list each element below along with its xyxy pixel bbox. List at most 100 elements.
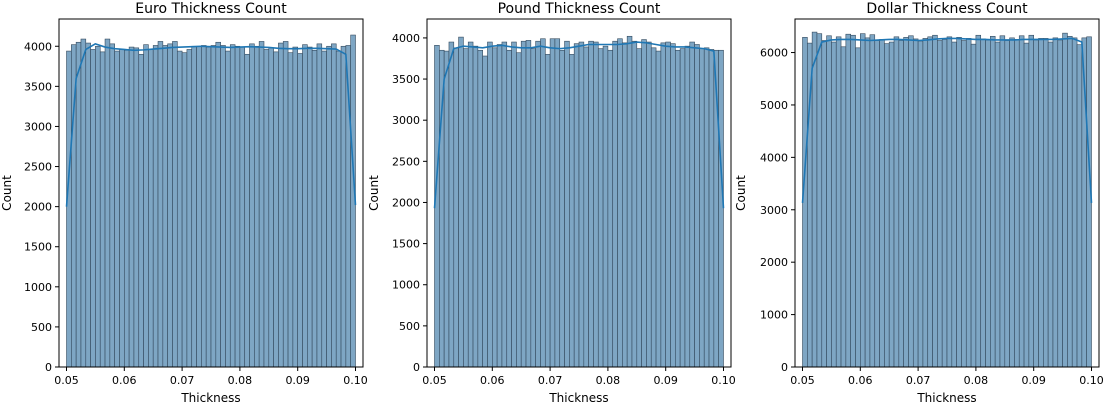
x-axis-label: Thickness bbox=[180, 391, 240, 403]
y-tick-label: 1000 bbox=[392, 279, 420, 292]
y-tick-label: 4000 bbox=[24, 40, 52, 53]
y-tick-label: 0 bbox=[781, 361, 788, 374]
histogram-bar bbox=[95, 45, 101, 368]
histogram-bar bbox=[496, 44, 503, 368]
histogram-bar bbox=[340, 45, 347, 368]
x-tick-label: 0.06 bbox=[112, 374, 137, 387]
y-axis-label: Count bbox=[0, 175, 14, 211]
y-axis-ticks: 0 500 1000 1500 2000 2500 3000 3500 4000 bbox=[24, 40, 59, 374]
histogram-bar bbox=[297, 53, 303, 368]
histogram-bar bbox=[617, 38, 623, 368]
y-tick-label: 1500 bbox=[24, 241, 52, 254]
x-axis-label: Thickness bbox=[916, 391, 976, 403]
histogram-bar bbox=[1004, 40, 1010, 368]
histogram-bar bbox=[66, 50, 72, 368]
histogram-bar bbox=[181, 52, 188, 368]
histogram-bar bbox=[898, 40, 904, 368]
histogram-bar bbox=[850, 34, 856, 368]
histogram-bar bbox=[985, 39, 991, 368]
y-tick-label: 2000 bbox=[24, 201, 52, 214]
histogram-bar bbox=[215, 41, 221, 368]
histogram-bar bbox=[999, 35, 1006, 368]
x-tick-label: 0.09 bbox=[653, 374, 678, 387]
histogram-bar bbox=[607, 49, 614, 368]
histogram-bar bbox=[244, 53, 250, 368]
histogram-bar bbox=[167, 43, 173, 368]
histogram-bar bbox=[602, 45, 609, 368]
histogram-bar bbox=[1071, 37, 1078, 368]
y-tick-label: 6000 bbox=[760, 47, 788, 60]
histogram-bar bbox=[840, 46, 847, 368]
histogram-bar bbox=[172, 41, 178, 368]
x-axis-ticks: 0.05 0.06 0.07 0.08 0.09 0.10 bbox=[422, 367, 736, 387]
x-axis-label: Thickness bbox=[548, 391, 608, 403]
histogram-bar bbox=[492, 47, 498, 368]
histogram-bar bbox=[708, 49, 715, 368]
x-axis-ticks: 0.05 0.06 0.07 0.08 0.09 0.10 bbox=[790, 367, 1103, 387]
histogram-bar bbox=[443, 50, 450, 368]
histogram-bar bbox=[961, 40, 967, 368]
histogram-bar bbox=[1043, 38, 1049, 368]
histogram-bar bbox=[641, 39, 647, 368]
histogram-bar bbox=[501, 41, 508, 368]
histogram-bar bbox=[578, 41, 585, 368]
histogram-bar bbox=[835, 36, 842, 368]
pound-thickness-histogram: Pound Thickness Count Count Thickness 0 5… bbox=[367, 1, 736, 405]
histogram-bar bbox=[855, 47, 861, 368]
histogram-bar bbox=[453, 47, 459, 368]
y-axis-ticks: 0 500 1000 1500 2000 2500 3000 3500 4000 bbox=[392, 32, 427, 374]
x-tick-label: 0.05 bbox=[422, 374, 447, 387]
histogram-bar bbox=[326, 45, 332, 368]
histogram-bar bbox=[1038, 38, 1044, 368]
kde-line bbox=[801, 37, 1093, 204]
histogram-bar bbox=[1052, 37, 1059, 368]
histogram-bar bbox=[956, 37, 962, 368]
histogram-bar bbox=[148, 49, 154, 368]
kde-curve bbox=[433, 41, 725, 209]
y-tick-label: 3000 bbox=[24, 120, 52, 133]
histogram-bar bbox=[258, 41, 265, 368]
histogram-bar bbox=[75, 41, 82, 368]
histogram-bar bbox=[573, 43, 580, 368]
histogram-bar bbox=[254, 45, 260, 368]
histogram-bar bbox=[884, 43, 890, 368]
y-tick-label: 1000 bbox=[760, 309, 788, 322]
histogram-bar bbox=[287, 52, 294, 368]
x-tick-label: 0.05 bbox=[790, 374, 815, 387]
histogram-bar bbox=[282, 41, 289, 368]
plot-frame bbox=[426, 18, 732, 368]
histogram-bar bbox=[133, 47, 140, 368]
histogram-bar bbox=[1057, 39, 1063, 368]
histogram-bar bbox=[622, 42, 628, 368]
histogram-bar bbox=[143, 44, 149, 368]
histogram-bar bbox=[506, 49, 512, 368]
histogram-bar bbox=[831, 41, 837, 368]
histogram-bar bbox=[544, 54, 551, 368]
histogram-bar bbox=[278, 42, 284, 368]
chart-title: Pound Thickness Count bbox=[498, 1, 661, 17]
histogram-bar bbox=[994, 41, 1001, 368]
histogram-bar bbox=[99, 51, 106, 368]
histogram-bar bbox=[903, 37, 909, 368]
histogram-bar bbox=[612, 40, 618, 368]
histogram-bar bbox=[268, 47, 274, 368]
histogram-bar bbox=[1009, 37, 1015, 368]
histogram-bar bbox=[679, 48, 686, 368]
histogram-bar bbox=[888, 41, 895, 368]
histogram-bar bbox=[535, 40, 541, 368]
x-tick-label: 0.10 bbox=[343, 374, 368, 387]
histogram-bar bbox=[636, 48, 642, 368]
histogram-bar bbox=[1014, 39, 1020, 368]
histogram-bars bbox=[802, 31, 1092, 368]
histogram-bar bbox=[718, 49, 724, 368]
histogram-bar bbox=[316, 43, 323, 368]
histogram-bar bbox=[511, 41, 517, 368]
histogram-bar bbox=[176, 50, 183, 368]
histogram-bar bbox=[157, 41, 164, 368]
histogram-bar bbox=[821, 40, 827, 368]
histogram-bar bbox=[482, 55, 488, 368]
histogram-bar bbox=[646, 41, 652, 368]
histogram-bar bbox=[311, 49, 318, 368]
histogram-bar bbox=[448, 41, 455, 368]
kde-curve bbox=[801, 37, 1093, 204]
